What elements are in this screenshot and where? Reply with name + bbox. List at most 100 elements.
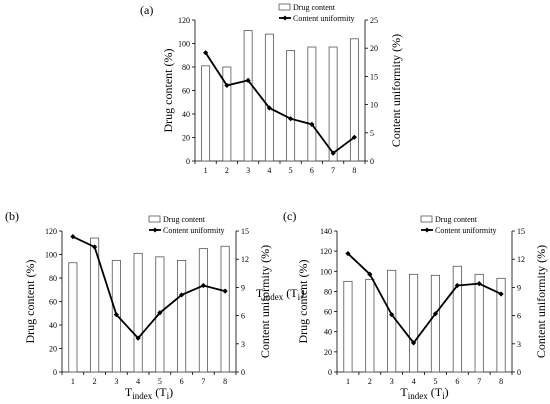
y-tick-label-right: 0 [370,157,374,166]
y-tick-label-right: 9 [517,283,521,292]
y-tick-label-right: 6 [517,312,521,321]
x-tick-label: 5 [158,377,162,386]
x-axis-title: Tindex (Ti) [256,286,304,302]
y-axis-title-right: Content uniformity (%) [389,34,403,147]
x-tick-label: 8 [352,166,356,175]
y-tick-label-left: 40 [182,110,190,119]
legend-label-content-uniformity: Content uniformity [293,14,355,23]
x-tick-label: 1 [71,377,75,386]
legend-swatch-marker [424,227,430,233]
y-tick-label-left: 40 [49,321,57,330]
y-tick-label-right: 5 [370,129,374,138]
point-content-uniformity [135,335,141,341]
bar-drug-content [343,280,353,373]
y-tick-label-left: 120 [45,227,57,236]
y-tick-label-left: 140 [320,227,332,236]
x-axis-title: Tindex (Ti) [125,385,173,401]
point-content-uniformity [92,244,98,250]
y-tick-label-right: 15 [370,72,378,81]
point-content-uniformity [245,77,251,83]
line-content-uniformity [347,252,502,345]
y-tick-label-right: 3 [241,340,245,349]
y-tick-label-right: 0 [241,368,245,377]
legend-label-drug-content: Drug content [435,215,478,224]
line-content-uniformity [204,52,355,155]
y-tick-label-left: 60 [324,308,332,317]
x-tick-label: 8 [223,377,227,386]
bar-drug-content [430,274,440,373]
bar-drug-content [222,66,232,162]
bar-drug-content [68,262,78,373]
bar-drug-content [201,65,211,162]
panel-label: (a) [140,3,153,17]
legend-swatch-marker [152,227,158,233]
x-tick-label: 1 [204,166,208,175]
bar-drug-content [452,265,462,373]
x-tick-label: 3 [246,166,250,175]
point-content-uniformity [200,282,206,289]
point-content-uniformity [345,250,351,257]
y-tick-label-left: 20 [182,134,190,143]
y-tick-label-right: 20 [370,44,378,53]
y-tick-label-left: 120 [178,16,190,25]
y-tick-label-right: 9 [241,283,245,292]
y-tick-label-left: 100 [320,267,332,276]
y-tick-label-left: 20 [324,348,332,357]
bar-drug-content [387,269,397,373]
y-tick-label-left: 100 [178,40,190,49]
bar-drug-content [198,248,208,373]
point-content-uniformity [222,288,228,294]
panel-label: (b) [5,209,19,223]
y-tick-label-left: 80 [324,287,332,296]
point-content-uniformity [498,291,504,297]
y-tick-label-right: 10 [370,101,378,110]
y-tick-label-left: 0 [186,157,190,166]
y-tick-label-right: 15 [517,227,525,236]
y-tick-label-left: 120 [320,247,332,256]
y-tick-label-right: 25 [370,16,378,25]
legend-label-drug-content: Drug content [293,3,336,12]
y-axis-title-left: Drug content (%) [296,260,310,344]
point-content-uniformity [330,150,336,156]
legend-label-content-uniformity: Content uniformity [435,226,497,235]
point-content-uniformity [309,121,315,127]
x-tick-label: 5 [289,166,293,175]
bar-drug-content [474,273,484,373]
point-content-uniformity [157,310,163,316]
panel-label: (c) [283,209,296,223]
bar-drug-content [307,46,317,162]
y-tick-label-left: 20 [49,345,57,354]
bar-drug-content [365,278,375,373]
y-axis-title-right: Content uniformity (%) [258,245,272,358]
point-content-uniformity [410,340,417,346]
x-tick-label: 1 [346,377,350,386]
bar-drug-content [349,38,359,162]
point-content-uniformity [351,134,357,140]
bar-drug-content [286,50,296,162]
y-tick-label-right: 0 [517,368,521,377]
legend-label-content-uniformity: Content uniformity [163,226,225,235]
point-content-uniformity [224,82,230,89]
point-content-uniformity [432,311,439,317]
x-tick-label: 2 [225,166,229,175]
y-axis-title-left: Drug content (%) [23,260,37,344]
y-tick-label-left: 60 [49,298,57,307]
point-content-uniformity [389,312,395,318]
point-content-uniformity [288,116,294,122]
x-tick-label: 8 [499,377,503,386]
legend-swatch-marker [282,15,288,21]
x-tick-label: 6 [455,377,459,386]
legend-swatch-bar [148,215,161,223]
y-tick-label-right: 3 [517,340,521,349]
x-tick-label: 7 [477,377,481,386]
bar-drug-content [328,46,338,162]
legend-swatch-bar [278,3,291,11]
x-tick-label: 6 [180,377,184,386]
bar-drug-content [90,237,100,373]
x-tick-label: 7 [331,166,335,175]
x-axis-title: Tindex (Ti) [400,385,448,401]
x-tick-label: 4 [267,166,271,175]
